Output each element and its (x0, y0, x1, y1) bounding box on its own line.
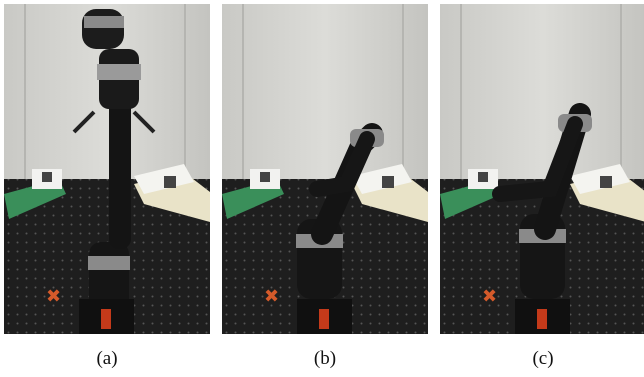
caption-b: (b) (313, 348, 337, 369)
caption-a: (a) (96, 348, 118, 369)
photo-robot-arm-raised: ✖ (4, 4, 210, 334)
photo-panel-a: ✖ (4, 4, 210, 334)
photo-panel-c: ✖ (440, 4, 644, 334)
svg-text:✖: ✖ (482, 286, 497, 307)
caption-c: (c) (532, 348, 554, 369)
photo-robot-arm-reaching: ✖ (222, 4, 428, 334)
photo-panel-b: ✖ (222, 4, 428, 334)
photo-robot-arm-grasping: ✖ (440, 4, 644, 334)
svg-text:✖: ✖ (264, 286, 279, 307)
svg-text:✖: ✖ (46, 286, 61, 307)
